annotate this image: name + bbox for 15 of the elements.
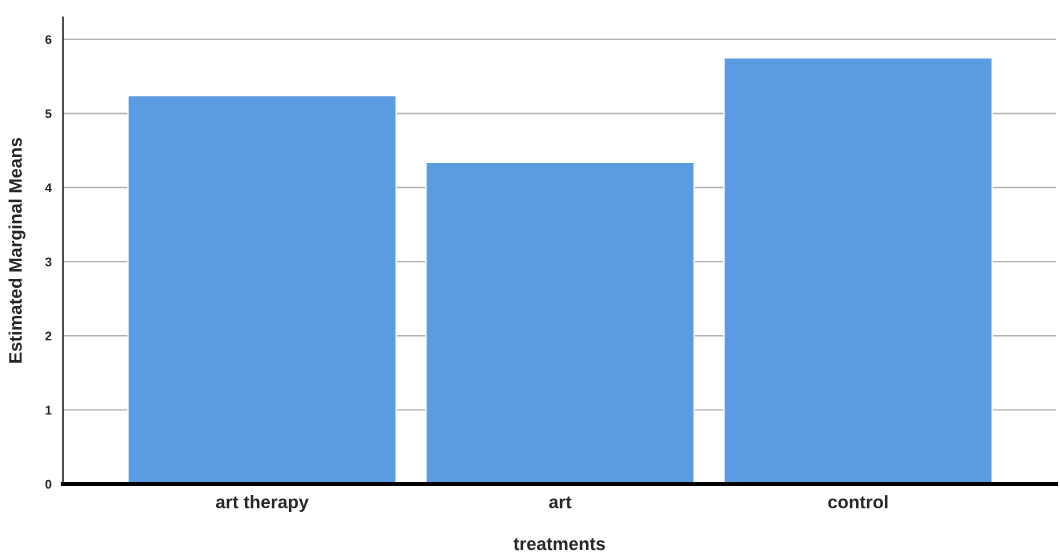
bar [723,57,993,484]
y-tick-label: 0 [45,479,52,489]
y-axis-title: Estimated Marginal Means [8,137,26,363]
x-tick-label: control [828,495,888,509]
y-tick-label: 1 [45,405,52,415]
y-tick-label: 6 [45,35,52,44]
y-tick-label: 2 [45,331,52,341]
y-tick-label: 4 [45,183,52,193]
y-tick-label: 5 [45,109,52,119]
bar [425,161,695,484]
y-tick-label: 3 [45,257,52,267]
bar [127,94,397,484]
x-axis-title: treatments [513,538,605,551]
x-tick-label: art therapy [215,495,309,512]
x-tick-label: art [549,496,572,509]
